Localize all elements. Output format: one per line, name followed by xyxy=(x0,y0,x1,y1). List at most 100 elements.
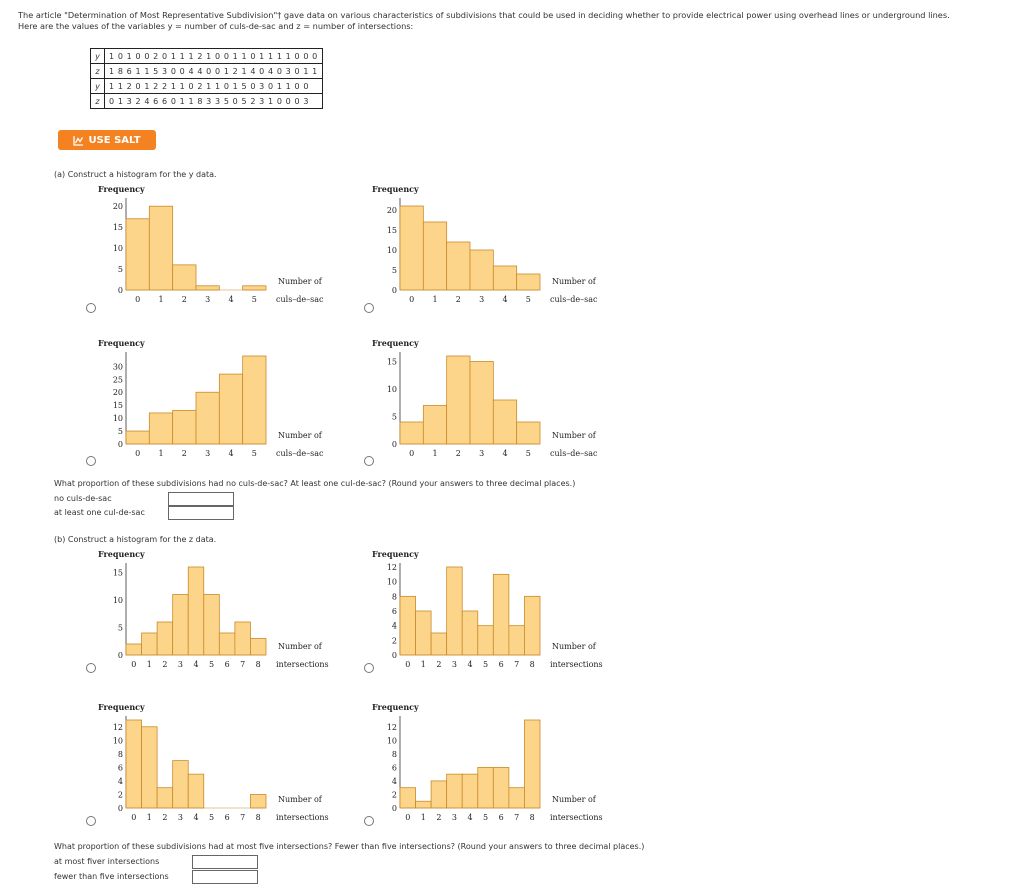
radio-b-option-4[interactable] xyxy=(364,816,374,826)
at-least-one-cul-input[interactable] xyxy=(168,506,234,520)
histogram-bar xyxy=(172,409,197,445)
x-tick-label: 5 xyxy=(526,295,531,304)
histogram-bar xyxy=(516,273,541,291)
data-table: y 1 0 1 0 0 2 0 1 1 1 2 1 0 0 1 1 0 1 1 … xyxy=(90,48,323,109)
histogram-bar xyxy=(469,361,494,445)
y-tick-label: 10 xyxy=(113,244,123,253)
radio-a-option-4[interactable] xyxy=(364,456,374,466)
x-axis-title-line-1: Number of xyxy=(278,795,323,804)
x-tick-label: 8 xyxy=(530,813,535,822)
values-cell: 1 8 6 1 1 5 3 0 0 4 4 0 0 1 2 1 4 0 4 0 … xyxy=(104,63,323,79)
histogram-bar xyxy=(461,610,479,656)
y-tick-label: 0 xyxy=(118,286,123,295)
y-tick-label: 2 xyxy=(392,790,397,799)
x-tick-label: 3 xyxy=(452,660,457,669)
histogram-bar xyxy=(508,625,525,656)
x-tick-label: 1 xyxy=(432,295,437,304)
y-tick-label: 0 xyxy=(392,804,397,813)
variable-cell: z xyxy=(90,93,105,109)
radio-b-option-2[interactable] xyxy=(364,663,374,673)
y-tick-label: 2 xyxy=(392,636,397,645)
histogram-bar xyxy=(218,373,244,445)
histogram-bar xyxy=(492,766,510,809)
y-tick-label: 5 xyxy=(118,624,123,633)
x-tick-label: 4 xyxy=(467,813,472,822)
x-tick-label: 5 xyxy=(252,295,257,304)
x-tick-label: 2 xyxy=(456,295,461,304)
histogram-bar xyxy=(187,566,205,656)
histogram-bar xyxy=(477,625,494,656)
intro-line-1: The article "Determination of Most Repre… xyxy=(18,10,950,20)
y-tick-label: 4 xyxy=(392,622,397,631)
x-tick-label: 4 xyxy=(193,813,198,822)
intro-line-2: Here are the values of the variables y =… xyxy=(18,21,414,31)
radio-b-option-1[interactable] xyxy=(86,663,96,673)
radio-a-option-2[interactable] xyxy=(364,303,374,313)
variable-cell: y xyxy=(90,48,105,64)
histogram-bar xyxy=(148,205,174,291)
histogram-bar xyxy=(516,421,541,445)
x-tick-label: 2 xyxy=(182,449,187,458)
x-tick-label: 7 xyxy=(514,660,519,669)
histogram-bar xyxy=(415,800,432,809)
x-axis-title-line-1: Number of xyxy=(552,642,597,651)
x-tick-label: 3 xyxy=(205,295,210,304)
x-tick-label: 6 xyxy=(499,660,504,669)
no-culs-label: no culs-de-sac xyxy=(54,494,112,503)
use-salt-button[interactable]: USE SALT xyxy=(58,130,156,150)
use-salt-label: USE SALT xyxy=(88,134,141,146)
y-tick-label: 0 xyxy=(392,440,397,449)
at-most-five-label: at most fiver intersections xyxy=(54,857,160,866)
y-tick-label: 2 xyxy=(118,790,123,799)
table-row: y 1 0 1 0 0 2 0 1 1 1 2 1 0 0 1 1 0 1 1 … xyxy=(90,48,323,64)
radio-a-option-3[interactable] xyxy=(86,456,96,466)
y-tick-label: 8 xyxy=(392,750,397,759)
histogram-bar xyxy=(399,421,424,445)
histogram-y-option-2: Frequency 0 5 10 15 20 0 1 2 3 4 5 Number of culs–de–… xyxy=(372,184,598,304)
radio-b-option-3[interactable] xyxy=(86,816,96,826)
y-tick-label: 10 xyxy=(113,414,123,423)
x-tick-label: 5 xyxy=(483,813,488,822)
histogram-bar xyxy=(141,726,158,809)
histogram-bar xyxy=(399,205,424,291)
chart-icon xyxy=(73,135,84,146)
x-tick-label: 3 xyxy=(205,449,210,458)
histogram-bar xyxy=(415,610,432,656)
table-row: z 1 8 6 1 1 5 3 0 0 4 4 0 0 1 2 1 4 0 4 … xyxy=(90,63,323,79)
fewer-than-five-label: fewer than five intersections xyxy=(54,872,169,881)
y-tick-label: 6 xyxy=(118,763,123,772)
x-axis-title-line-2: culs–de–sac xyxy=(550,295,598,304)
histogram-bar xyxy=(172,594,189,656)
x-tick-label: 4 xyxy=(228,295,233,304)
fewer-than-five-input[interactable] xyxy=(192,870,258,884)
y-axis-title: Frequency xyxy=(98,549,145,559)
y-tick-label: 4 xyxy=(392,777,397,786)
at-most-five-input[interactable] xyxy=(192,855,258,869)
x-axis-title-line-1: Number of xyxy=(278,431,323,440)
y-tick-label: 10 xyxy=(387,385,397,394)
histogram-bar xyxy=(508,787,525,809)
histogram-bar xyxy=(446,355,471,445)
y-tick-label: 12 xyxy=(387,723,397,732)
x-axis-title-line-2: culs–de–sac xyxy=(550,449,598,458)
no-culs-input[interactable] xyxy=(168,492,234,506)
x-axis-title-line-2: intersections xyxy=(550,660,603,669)
part-a-question: What proportion of these subdivisions ha… xyxy=(54,479,576,488)
part-b-prompt: (b) Construct a histogram for the z data… xyxy=(54,535,217,544)
x-axis-title-line-1: Number of xyxy=(552,795,597,804)
x-tick-label: 0 xyxy=(405,660,410,669)
histogram-bar xyxy=(422,221,448,291)
table-row: z 0 1 3 2 4 6 6 0 1 1 8 3 3 5 0 5 2 3 1 … xyxy=(90,93,323,109)
histogram-bar xyxy=(195,391,220,445)
histogram-bar xyxy=(125,643,142,656)
histogram-bar xyxy=(399,595,416,656)
x-tick-label: 1 xyxy=(432,449,437,458)
x-tick-label: 4 xyxy=(467,660,472,669)
radio-a-option-1[interactable] xyxy=(86,303,96,313)
y-tick-label: 5 xyxy=(392,413,397,422)
histogram-bar xyxy=(446,566,463,656)
y-tick-label: 6 xyxy=(392,607,397,616)
histogram-bar xyxy=(195,285,220,291)
variable-cell: z xyxy=(90,63,105,79)
x-axis-title-line-2: intersections xyxy=(550,813,603,822)
